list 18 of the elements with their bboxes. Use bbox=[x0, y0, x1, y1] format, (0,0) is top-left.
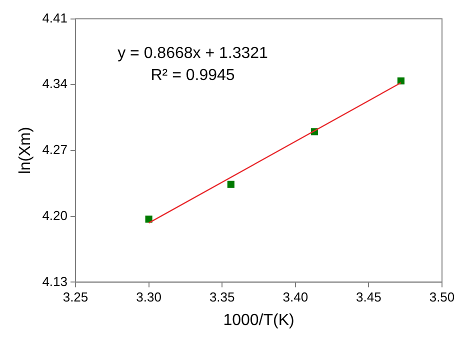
y-tick-label: 4.20 bbox=[42, 208, 68, 223]
y-tick-label: 4.34 bbox=[42, 76, 68, 92]
x-tick-label: 3.40 bbox=[282, 290, 308, 305]
x-tick-label: 3.50 bbox=[429, 290, 455, 305]
annotation: R² = 0.9945 bbox=[150, 67, 235, 84]
y-axis-title: ln(Xm) bbox=[17, 126, 34, 174]
y-tick-label: 4.27 bbox=[42, 142, 68, 158]
point bbox=[145, 216, 152, 223]
y-tick-label: 4.41 bbox=[42, 10, 68, 26]
x-tick-label: 3.25 bbox=[62, 290, 88, 305]
x-tick-label: 3.30 bbox=[136, 290, 162, 305]
point bbox=[397, 77, 404, 84]
x-axis-title: 1000/T(K) bbox=[223, 312, 294, 329]
point bbox=[227, 180, 234, 188]
annotation: y = 0.8668x + 1.3321 bbox=[118, 45, 268, 62]
x-tick-label: 3.35 bbox=[209, 290, 235, 305]
x-tick-label: 3.45 bbox=[356, 290, 382, 305]
y-tick-label: 4.13 bbox=[42, 274, 68, 289]
